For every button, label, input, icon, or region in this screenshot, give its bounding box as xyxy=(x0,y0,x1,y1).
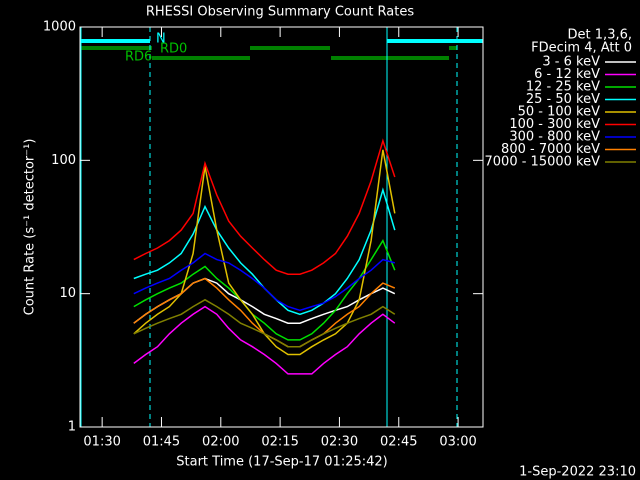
x-tick-label: 02:45 xyxy=(380,435,417,450)
legend-label: 25 - 50 keV xyxy=(526,92,600,107)
series-line xyxy=(133,238,396,341)
legend-label: 7000 - 15000 keV xyxy=(485,155,601,170)
legend-header: FDecim 4, Att 0 xyxy=(531,41,632,56)
x-tick-label: 01:30 xyxy=(83,435,120,450)
legend-label: 100 - 300 keV xyxy=(509,117,600,132)
footer: 1-Sep-2022 23:10 xyxy=(519,465,636,480)
y-tick-label: 100 xyxy=(51,153,76,168)
chart-title: RHESSI Observing Summary Count Rates xyxy=(146,5,415,20)
series-line xyxy=(133,138,396,275)
legend-header: Det 1,3,6, xyxy=(568,28,632,43)
series-line xyxy=(133,305,396,375)
series-line xyxy=(133,298,396,348)
legend-label: 6 - 12 keV xyxy=(534,67,600,82)
series-line xyxy=(133,252,396,312)
annotation: RD6 xyxy=(125,50,152,65)
x-tick-label: 03:00 xyxy=(439,435,476,450)
legend-label: 800 - 7000 keV xyxy=(501,142,600,157)
x-tick-label: 02:00 xyxy=(202,435,239,450)
x-tick-label: 02:15 xyxy=(261,435,298,450)
legend-label: 3 - 6 keV xyxy=(542,55,600,70)
series-line xyxy=(133,277,396,324)
series-line xyxy=(133,187,396,316)
y-tick-label: 1000 xyxy=(43,20,76,35)
x-tick-label: 01:45 xyxy=(143,435,180,450)
instrument-states: N RD0 RD6 xyxy=(80,27,483,427)
y-tick-label: 1 xyxy=(68,420,76,435)
legend-label: 12 - 25 keV xyxy=(526,80,600,95)
annotation: RD0 xyxy=(160,42,187,57)
y-axis-label: Count Rate (s⁻¹ detector⁻¹) xyxy=(23,139,38,316)
annotation: N xyxy=(156,32,166,47)
plot-frame xyxy=(79,26,484,428)
x-tick-label: 02:30 xyxy=(321,435,358,450)
y-tick-label: 10 xyxy=(59,286,76,301)
x-axis-label: Start Time (17-Sep-17 01:25:42) xyxy=(176,455,387,470)
legend-label: 50 - 100 keV xyxy=(518,105,601,120)
legend-label: 300 - 800 keV xyxy=(509,130,600,145)
